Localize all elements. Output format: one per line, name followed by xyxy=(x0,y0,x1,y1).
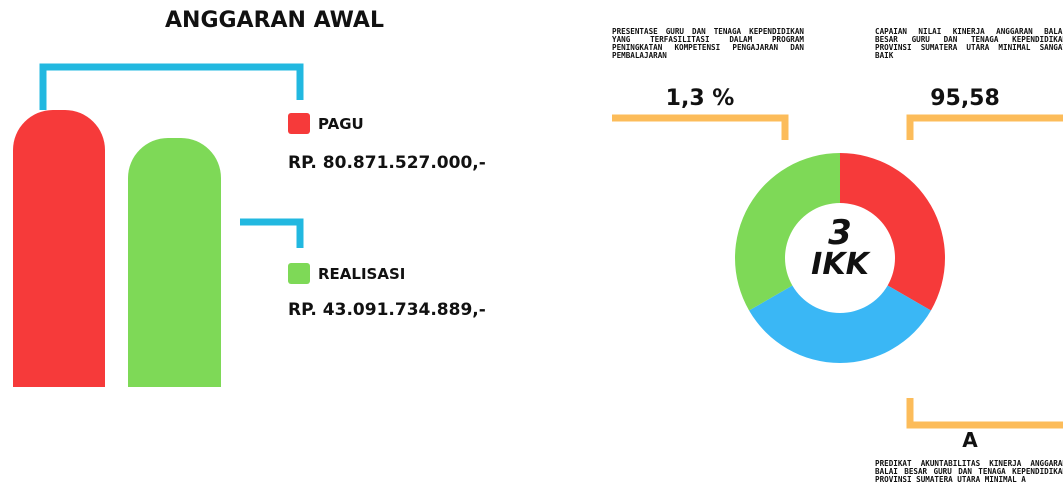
indicator-value: 1,3 % xyxy=(665,86,735,111)
indicator-description: CAPAIAN NILAI KINERJA ANGGARAN BALAI BES… xyxy=(875,28,1063,60)
center-label: IKK xyxy=(811,247,869,282)
donut-segment xyxy=(749,285,931,363)
indicator-value: 95,58 xyxy=(930,86,1000,111)
amount: RP. 80.871.527.000,- xyxy=(288,153,486,173)
donut-segment xyxy=(840,153,945,311)
bracket xyxy=(612,114,789,140)
bracket xyxy=(39,63,304,110)
center-number: 3 xyxy=(828,213,852,253)
indicator-description: PRESENTASE GURU DAN TENAGA KEPENDIDIKAN … xyxy=(612,28,804,60)
bracket xyxy=(240,218,304,248)
title: ANGGARAN AWAL xyxy=(165,8,384,33)
bracket xyxy=(906,114,1063,140)
donut-segment xyxy=(735,153,840,311)
legend-swatch xyxy=(288,263,310,284)
donut xyxy=(735,153,945,363)
legend-label: PAGU xyxy=(318,115,364,133)
legend-label: REALISASI xyxy=(318,265,406,283)
pagu-bar xyxy=(13,110,105,387)
indicator-description: PREDIKAT AKUNTABILITAS KINERJA ANGGARAN … xyxy=(875,460,1063,484)
legend-swatch xyxy=(288,113,310,134)
indicator-value: A xyxy=(962,428,978,452)
bracket xyxy=(906,398,1063,429)
amount: RP. 43.091.734.889,- xyxy=(288,300,486,320)
realisasi-bar xyxy=(128,138,221,387)
